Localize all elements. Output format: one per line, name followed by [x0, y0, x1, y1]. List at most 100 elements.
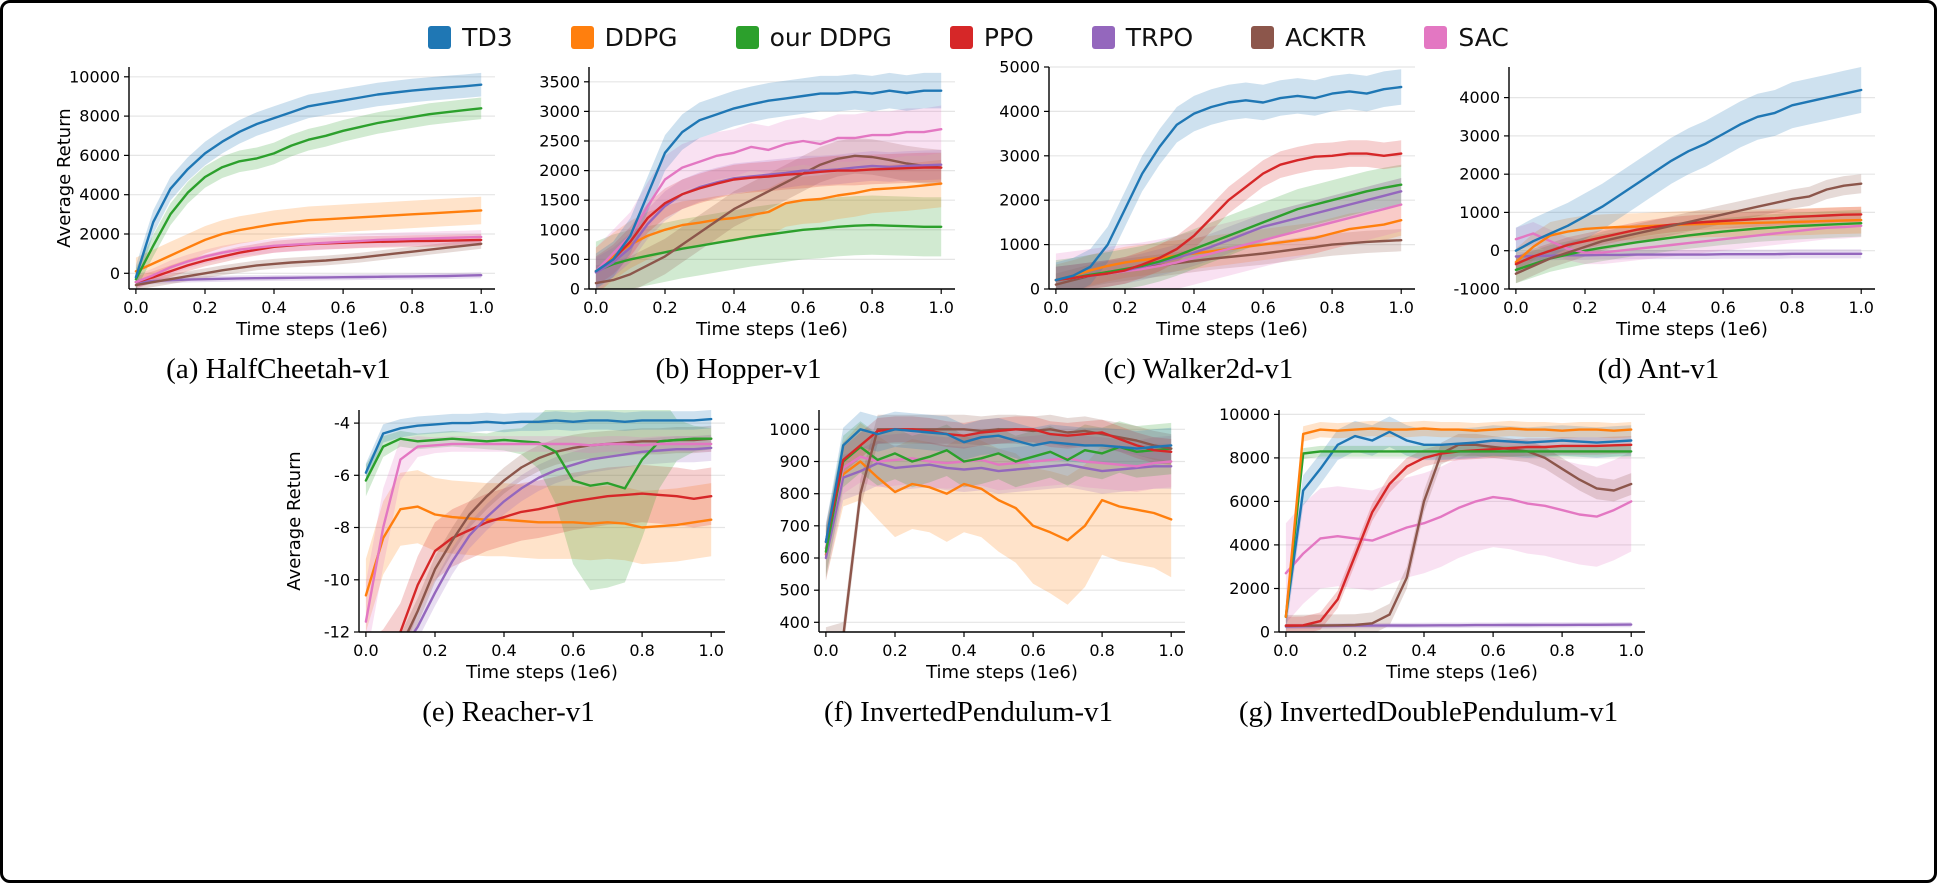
chart-ant: -1000 0 1000 2000 3000 4000 0.0 0.2 0.4 0.6 0.8 1.0… — [1433, 59, 1885, 386]
svg-text:-10: -10 — [323, 570, 349, 589]
chart-svg-halfcheetah: 0 2000 4000 6000 8000 10000 0.0 0.2 0.4 0.6 0.8 1.0… — [54, 67, 495, 340]
svg-text:400: 400 — [779, 613, 810, 632]
charts-row-bottom: -12 -10 -8 -6 -4 0.0 0.2 0.4 0.6 0.8 1.0 Time steps… — [3, 402, 1934, 729]
svg-text:500: 500 — [549, 250, 580, 269]
svg-text:1.0: 1.0 — [698, 641, 723, 660]
svg-text:3000: 3000 — [1459, 126, 1500, 145]
svg-text:-1000: -1000 — [1453, 280, 1500, 299]
legend-label-ppo: PPO — [983, 22, 1034, 52]
chart-halfcheetah: 0 2000 4000 6000 8000 10000 0.0 0.2 0.4 0.6 0.8 1.0… — [53, 59, 505, 386]
legend-item-sac: SAC — [1424, 23, 1509, 52]
caption-inverteddoublependulum: (g) InvertedDoublePendulum-v1 — [1238, 696, 1619, 728]
svg-text:500: 500 — [779, 581, 810, 600]
svg-text:0: 0 — [1259, 623, 1269, 642]
chart-svg-walker2d: 0 1000 2000 3000 4000 5000 0.0 0.2 0.4 0.6 0.8 1.0 T… — [999, 58, 1415, 340]
legend-item-td3: TD3 — [428, 22, 513, 52]
svg-text:2000: 2000 — [1229, 579, 1270, 598]
svg-text:0.0: 0.0 — [353, 641, 378, 660]
chart-walker2d: 0 1000 2000 3000 4000 5000 0.0 0.2 0.4 0.6 0.8 1.0 T… — [973, 58, 1425, 386]
svg-text:0: 0 — [1489, 241, 1499, 260]
legend-label-ddpg: DDPG — [604, 22, 678, 52]
svg-text:1500: 1500 — [539, 191, 580, 210]
svg-text:0.8: 0.8 — [629, 641, 654, 660]
svg-text:1.0: 1.0 — [1158, 641, 1183, 660]
caption-hopper: (b) Hopper-v1 — [655, 353, 822, 385]
chart-invertedpendulum: 400 500 600 700 800 900 1000 0.0 0.2 0.4 0.6 0.8 1.0… — [743, 402, 1195, 729]
svg-text:0.8: 0.8 — [1549, 641, 1574, 660]
legend-label-td3: TD3 — [462, 22, 513, 52]
svg-text:6000: 6000 — [79, 146, 120, 165]
svg-text:2000: 2000 — [999, 191, 1040, 210]
legend-label-acktr: ACKTR — [1285, 22, 1367, 52]
svg-text:3000: 3000 — [539, 102, 580, 121]
svg-text:2000: 2000 — [79, 225, 120, 244]
svg-text:Time steps (1e6): Time steps (1e6) — [465, 662, 618, 683]
svg-text:0.0: 0.0 — [123, 298, 148, 317]
svg-text:2000: 2000 — [539, 161, 580, 180]
chart-svg-inverteddoublependulum: 0 2000 4000 6000 8000 10000 0.0 0.2 0.4 0.6 0.8 1.0… — [1219, 405, 1645, 683]
legend-swatch-ddpg — [570, 25, 594, 49]
svg-text:-8: -8 — [334, 518, 350, 537]
svg-text:Time steps (1e6): Time steps (1e6) — [1615, 319, 1768, 340]
svg-text:0.4: 0.4 — [491, 641, 516, 660]
caption-halfcheetah: (a) HalfCheetah-v1 — [166, 353, 391, 385]
chart-canvas-inverteddoublependulum: 0 2000 4000 6000 8000 10000 0.0 0.2 0.4 0.6 0.8 1.0… — [1203, 402, 1655, 688]
svg-text:1.0: 1.0 — [1618, 641, 1643, 660]
chart-canvas-walker2d: 0 1000 2000 3000 4000 5000 0.0 0.2 0.4 0.6 0.8 1.0 T… — [973, 58, 1425, 345]
svg-text:-4: -4 — [334, 414, 350, 433]
chart-svg-ant: -1000 0 1000 2000 3000 4000 0.0 0.2 0.4 0.6 0.8 1.0… — [1453, 67, 1875, 340]
svg-text:-6: -6 — [334, 466, 350, 485]
svg-text:1.0: 1.0 — [1388, 298, 1413, 317]
chart-hopper: 0 500 1000 1500 2000 2500 3000 3500 0.0 0.2 0.4 0.6… — [513, 59, 965, 386]
caption-ant: (d) Ant-v1 — [1597, 353, 1720, 385]
svg-text:8000: 8000 — [79, 107, 120, 126]
charts-row-top: 0 2000 4000 6000 8000 10000 0.0 0.2 0.4 0.6 0.8 1.0… — [3, 58, 1934, 386]
legend-swatch-ppo — [949, 25, 973, 49]
legend: TD3 DDPG our DDPG PPO TRPO ACKTR SAC — [3, 3, 1934, 57]
svg-text:0.2: 0.2 — [1342, 641, 1367, 660]
svg-text:0.0: 0.0 — [1273, 641, 1298, 660]
legend-label-trpo: TRPO — [1125, 22, 1194, 52]
svg-text:2000: 2000 — [1459, 165, 1500, 184]
chart-inverteddoublependulum: 0 2000 4000 6000 8000 10000 0.0 0.2 0.4 0.6 0.8 1.0… — [1203, 402, 1655, 729]
svg-text:0.0: 0.0 — [1503, 298, 1528, 317]
svg-text:0.4: 0.4 — [1641, 298, 1666, 317]
svg-text:0.6: 0.6 — [1020, 641, 1045, 660]
svg-text:0.8: 0.8 — [399, 298, 424, 317]
svg-text:0: 0 — [109, 264, 119, 283]
svg-text:4000: 4000 — [79, 185, 120, 204]
svg-text:0.6: 0.6 — [1480, 641, 1505, 660]
svg-text:0.2: 0.2 — [1112, 298, 1137, 317]
svg-text:Time steps (1e6): Time steps (1e6) — [1385, 662, 1538, 683]
svg-text:6000: 6000 — [1229, 492, 1270, 511]
svg-text:4000: 4000 — [1459, 88, 1500, 107]
chart-reacher: -12 -10 -8 -6 -4 0.0 0.2 0.4 0.6 0.8 1.0 Time steps… — [283, 402, 735, 729]
legend-item-acktr: ACKTR — [1251, 23, 1366, 52]
svg-text:1.0: 1.0 — [1848, 298, 1873, 317]
svg-text:0.4: 0.4 — [721, 298, 746, 317]
legend-swatch-sac — [1424, 25, 1448, 49]
chart-svg-reacher: -12 -10 -8 -6 -4 0.0 0.2 0.4 0.6 0.8 1.0 Time steps… — [284, 410, 725, 683]
caption-invertedpendulum: (f) InvertedPendulum-v1 — [823, 696, 1114, 728]
svg-text:0.6: 0.6 — [330, 298, 355, 317]
svg-text:700: 700 — [779, 516, 810, 535]
svg-text:4000: 4000 — [1229, 535, 1270, 554]
legend-swatch-our-ddpg — [735, 25, 759, 49]
svg-text:10000: 10000 — [69, 67, 120, 86]
chart-canvas-halfcheetah: 0 2000 4000 6000 8000 10000 0.0 0.2 0.4 0.6 0.8 1.0… — [53, 59, 505, 345]
svg-text:5000: 5000 — [999, 59, 1040, 77]
svg-text:2500: 2500 — [539, 132, 580, 151]
svg-text:0.8: 0.8 — [1089, 641, 1114, 660]
legend-item-ppo: PPO — [949, 22, 1034, 52]
svg-text:0.2: 0.2 — [1572, 298, 1597, 317]
chart-canvas-ant: -1000 0 1000 2000 3000 4000 0.0 0.2 0.4 0.6 0.8 1.0… — [1433, 59, 1885, 345]
svg-text:1.0: 1.0 — [468, 298, 493, 317]
svg-text:0.2: 0.2 — [422, 641, 447, 660]
legend-label-our-ddpg: our DDPG — [769, 22, 892, 52]
legend-item-trpo: TRPO — [1091, 22, 1194, 52]
svg-text:0.6: 0.6 — [790, 298, 815, 317]
svg-text:600: 600 — [779, 549, 810, 568]
svg-text:0.6: 0.6 — [1250, 298, 1275, 317]
chart-canvas-reacher: -12 -10 -8 -6 -4 0.0 0.2 0.4 0.6 0.8 1.0 Time steps… — [283, 402, 735, 688]
